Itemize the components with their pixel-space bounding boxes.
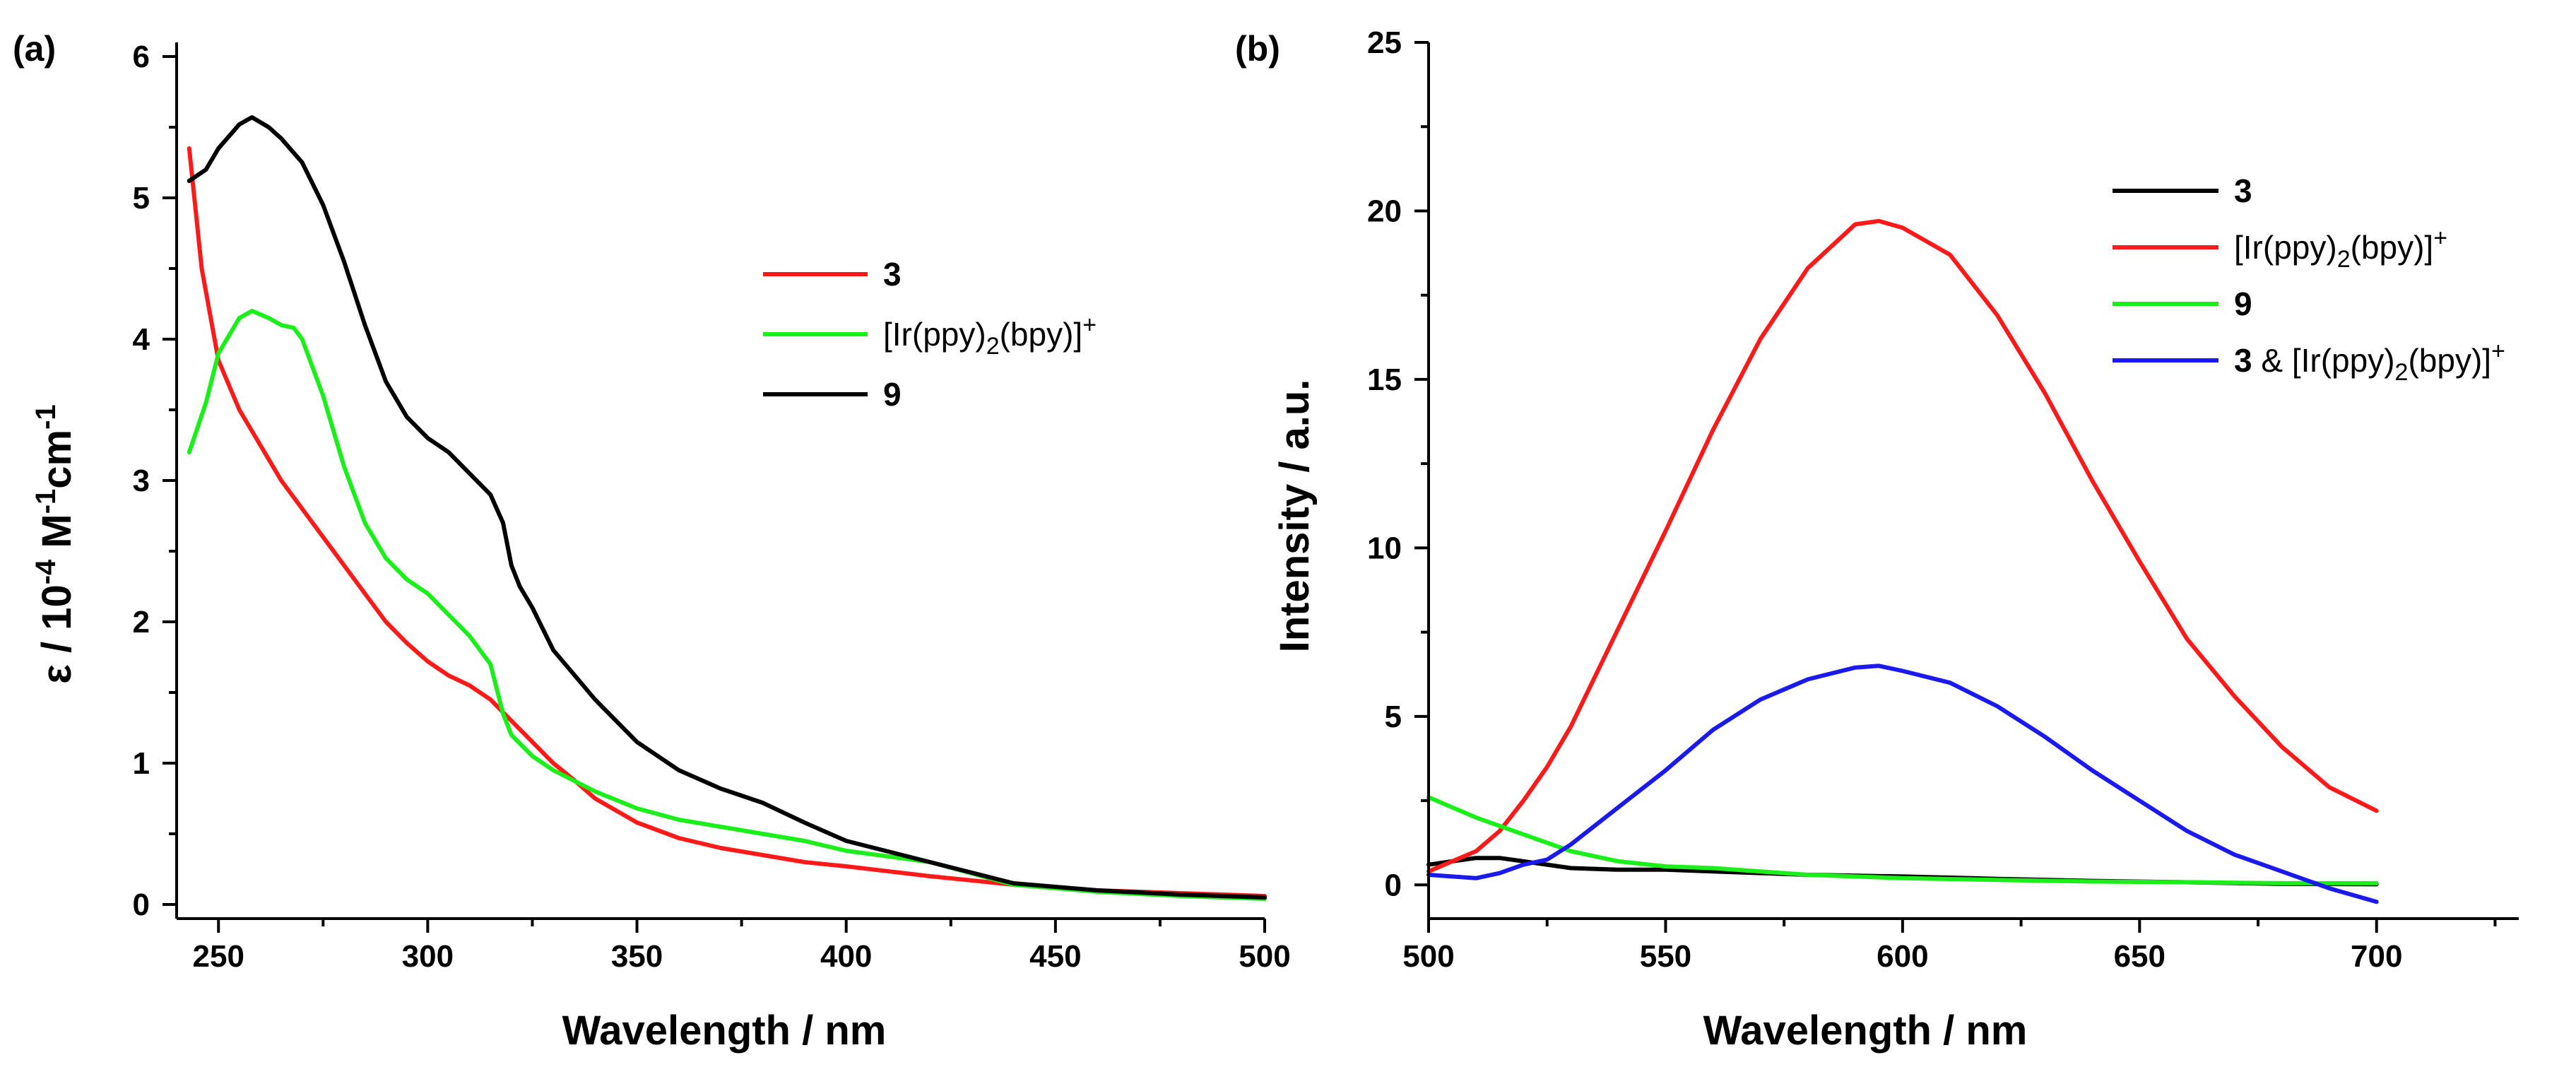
- x-tick-label: 400: [820, 939, 872, 974]
- series-line-4: [1426, 664, 2379, 904]
- series-line-1: [1426, 856, 2379, 887]
- panel-a: (a) Wavelength / nm ε / 10-4 M-1cm-1 250…: [13, 29, 1291, 1054]
- legend-label-2: [Ir(ppy)2(bpy)]+: [2234, 225, 2447, 273]
- panel-b-x-axis-title: Wavelength / nm: [1703, 1008, 2028, 1054]
- x-tick-label: 300: [402, 939, 454, 974]
- y-tick-label: 3: [133, 464, 150, 498]
- y-tick-label: 5: [133, 181, 150, 216]
- panel-b-y-axis-title: Intensity / a.u.: [1272, 379, 1318, 653]
- panel-b-label: (b): [1235, 29, 1280, 69]
- panel-b: (b) Wavelength / nm Intensity / a.u. 500…: [1235, 25, 2519, 1054]
- x-tick-label: 350: [611, 939, 663, 974]
- panel-b-axes: [1427, 42, 2519, 920]
- panel-a-legend: 3 [Ir(ppy)2(bpy)]+ 9: [763, 256, 1097, 413]
- panel-b-ticks: 500 550 600 650 700 0 5 10 15 20 25: [1367, 25, 2497, 974]
- panel-a-y-title-exp3: -1: [30, 404, 61, 430]
- series-line-2: [187, 309, 1267, 901]
- panel-a-y-title-exp2: -1: [30, 489, 61, 514]
- panel-a-y-title-unit1: M: [34, 514, 80, 559]
- panel-a-y-title-exp1: -4: [30, 559, 61, 584]
- panel-a-label: (a): [13, 29, 56, 69]
- legend-label-3: 9: [2234, 285, 2252, 322]
- y-tick-label: 10: [1367, 531, 1402, 565]
- panel-b-legend: 3 [Ir(ppy)2(bpy)]+ 9 3 & [Ir(ppy)2(bpy)]+: [2113, 172, 2505, 386]
- x-tick-label: 450: [1029, 939, 1081, 974]
- series-line-2: [1426, 218, 2379, 874]
- panel-a-y-title-unit2: cm: [34, 430, 80, 489]
- panel-a-axes: [175, 42, 1265, 920]
- legend-label-1: 3: [883, 256, 902, 293]
- panel-a-series: [187, 115, 1267, 901]
- x-tick-label: 650: [2114, 939, 2166, 974]
- panel-a-y-axis-title: ε / 10-4 M-1cm-1: [30, 404, 80, 683]
- legend-label-3: 9: [883, 376, 902, 413]
- x-tick-label: 550: [1640, 939, 1691, 974]
- series-line-3: [1426, 795, 2379, 885]
- panel-a-y-title-main: ε / 10: [34, 584, 80, 683]
- panel-b-series: [1426, 218, 2379, 904]
- series-line-3: [187, 115, 1267, 900]
- y-tick-label: 15: [1367, 362, 1402, 397]
- y-tick-label: 0: [133, 888, 150, 922]
- y-tick-label: 0: [1385, 868, 1402, 902]
- y-tick-label: 25: [1367, 25, 1402, 60]
- x-tick-label: 250: [193, 939, 244, 974]
- x-tick-label: 500: [1239, 939, 1290, 974]
- y-tick-label: 1: [133, 746, 150, 781]
- x-tick-label: 600: [1877, 939, 1928, 974]
- y-tick-label: 5: [1385, 700, 1402, 734]
- panel-a-ticks: 250 300 350 400 450 500 0 1 2 3 4 5 6: [133, 40, 1291, 974]
- legend-label-2: [Ir(ppy)2(bpy)]+: [883, 312, 1097, 360]
- series-line-1: [187, 146, 1267, 898]
- legend-label-1: 3: [2234, 172, 2252, 209]
- panel-a-x-axis-title: Wavelength / nm: [562, 1008, 887, 1054]
- x-tick-label: 500: [1402, 939, 1454, 974]
- y-tick-label: 2: [133, 605, 150, 639]
- y-tick-label: 20: [1367, 194, 1402, 228]
- y-tick-label: 6: [133, 40, 150, 74]
- legend-label-4: 3 & [Ir(ppy)2(bpy)]+: [2234, 338, 2505, 386]
- x-tick-label: 700: [2351, 939, 2402, 974]
- y-tick-label: 4: [133, 322, 150, 357]
